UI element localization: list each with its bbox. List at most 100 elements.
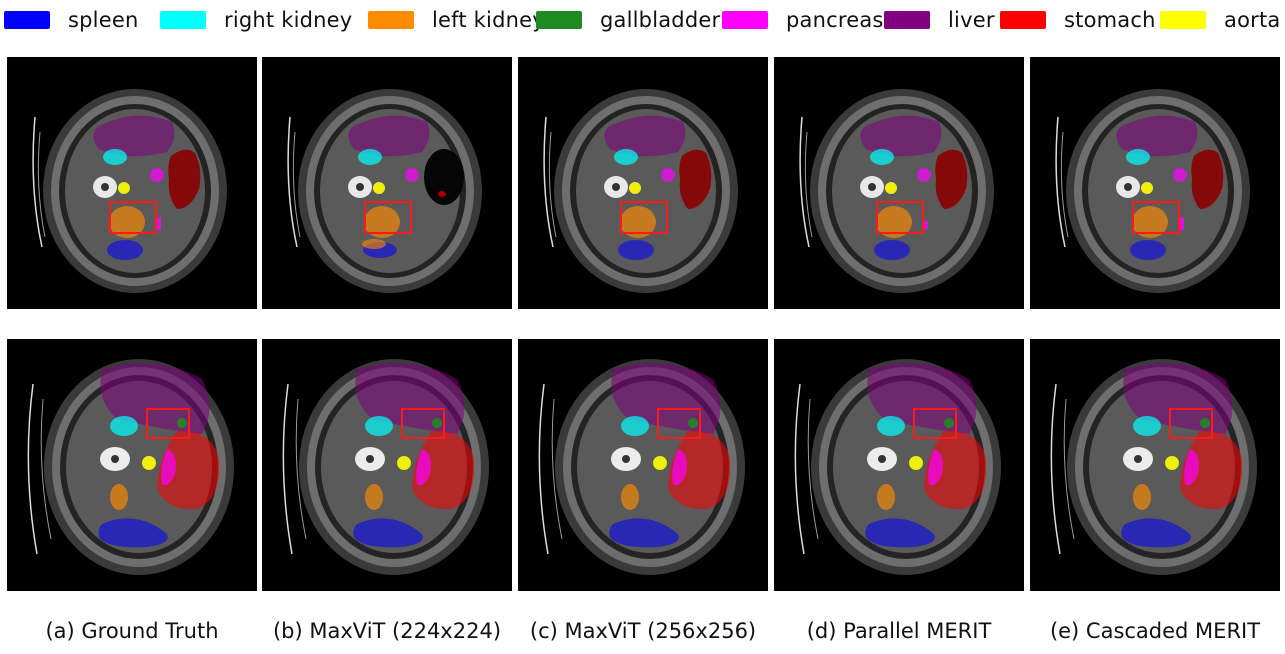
legend-label: spleen <box>68 8 139 32</box>
caption-parallel-merit: (d) Parallel MERIT <box>806 619 992 643</box>
ct-slice-image <box>7 339 257 591</box>
legend-item-pancreas: pancreas <box>722 6 884 34</box>
gas-region <box>424 149 464 205</box>
table-line <box>1055 116 1066 248</box>
organ-legend: spleen right kidney left kidney gallblad… <box>0 0 1285 40</box>
right-kidney-overlay <box>110 416 138 436</box>
left-kidney-overlay <box>110 484 128 510</box>
legend-label: aorta <box>1224 8 1281 32</box>
spinal-canal <box>1134 455 1142 463</box>
legend-item-aorta: aorta <box>1160 6 1280 34</box>
aorta-overlay <box>397 456 411 470</box>
zoom-region-box <box>401 408 445 439</box>
legend-label: pancreas <box>786 8 884 32</box>
ct-panel-lower-maxvit-224 <box>262 339 512 591</box>
right-kidney-overlay <box>877 416 905 436</box>
liver-overlay <box>93 115 175 157</box>
table-line <box>1060 131 1069 238</box>
pancreas-overlay <box>1173 168 1187 182</box>
spleen-overlay <box>98 518 168 548</box>
liver-overlay <box>1116 115 1198 157</box>
legend-swatch <box>722 11 768 29</box>
legend-label: liver <box>948 8 995 32</box>
gallbladder-overlay <box>177 418 187 428</box>
aorta-overlay <box>1165 456 1179 470</box>
right-kidney-overlay <box>621 416 649 436</box>
aorta-overlay <box>909 456 923 470</box>
caption-maxvit-224: (b) MaxViT (224x224) <box>272 619 502 643</box>
legend-swatch <box>1000 11 1046 29</box>
soft-tissue <box>832 109 972 273</box>
aorta-overlay <box>629 182 641 194</box>
table-line <box>32 116 43 248</box>
pancreas-overlay <box>661 168 675 182</box>
legend-item-right-kidney: right kidney <box>160 6 352 34</box>
ct-slice-image <box>518 339 768 591</box>
liver-overlay <box>348 115 430 157</box>
caption-ground-truth: (a) Ground Truth <box>45 619 219 643</box>
liver-overlay <box>860 115 942 157</box>
ct-slice-image <box>774 339 1024 591</box>
legend-swatch <box>884 11 930 29</box>
right-kidney-overlay <box>1126 149 1150 165</box>
legend-item-spleen: spleen <box>4 6 138 34</box>
spinal-canal <box>101 183 109 191</box>
ct-slice-image <box>1030 57 1280 309</box>
left-kidney-overlay <box>364 206 400 238</box>
table-line <box>40 398 52 540</box>
pancreas-tail-overlay <box>157 217 161 230</box>
legend-item-liver: liver <box>884 6 995 34</box>
spleen-overlay <box>107 240 143 260</box>
stomach-overlay <box>438 191 446 197</box>
legend-item-gallbladder: gallbladder <box>536 6 720 34</box>
spleen-overlay <box>353 518 423 548</box>
spleen-overlay <box>865 518 935 548</box>
pancreas-overlay <box>1184 449 1199 486</box>
caption-cascaded-merit: (e) Cascaded MERIT <box>1049 619 1261 643</box>
stomach-overlay <box>924 430 987 510</box>
right-kidney-overlay <box>358 149 382 165</box>
table-line <box>287 116 298 248</box>
legend-label: stomach <box>1064 8 1156 32</box>
table-line <box>804 131 813 238</box>
gallbladder-overlay <box>432 418 442 428</box>
zoom-region-box <box>876 201 924 234</box>
aorta-overlay <box>142 456 156 470</box>
legend-label: left kidney <box>432 8 545 32</box>
ct-panel-upper-maxvit-224 <box>262 57 512 309</box>
right-kidney-overlay <box>614 149 638 165</box>
spleen-overlay <box>618 240 654 260</box>
soft-tissue <box>1088 109 1228 273</box>
soft-tissue <box>320 109 460 273</box>
pancreas-overlay <box>150 168 164 182</box>
pancreas-overlay <box>416 449 431 486</box>
spinal-canal <box>111 455 119 463</box>
pancreas-tail-overlay <box>924 221 928 229</box>
right-kidney-overlay <box>103 149 127 165</box>
gallbladder-overlay <box>1200 418 1210 428</box>
spleen-overlay <box>1130 240 1166 260</box>
table-line <box>1050 383 1061 555</box>
ct-panel-lower-parallel-merit <box>774 339 1024 591</box>
table-line <box>27 383 38 555</box>
right-kidney-overlay <box>870 149 894 165</box>
table-line <box>799 116 810 248</box>
left-kidney-overlay <box>877 484 895 510</box>
left-kidney-overlay <box>109 206 145 238</box>
ct-slice-image <box>262 339 512 591</box>
stomach-overlay <box>412 430 475 510</box>
ct-panel-upper-maxvit-256 <box>518 57 768 309</box>
spinal-canal <box>878 455 886 463</box>
pancreas-overlay <box>405 168 419 182</box>
zoom-region-box <box>1132 201 1180 234</box>
table-line <box>543 116 554 248</box>
pancreas-tail-overlay <box>1180 217 1184 230</box>
aorta-overlay <box>653 456 667 470</box>
legend-swatch <box>368 11 414 29</box>
ct-panel-upper-cascaded-merit <box>1030 57 1280 309</box>
spleen-overlay <box>1121 518 1191 548</box>
table-line <box>794 383 805 555</box>
table-line <box>282 383 293 555</box>
liver-overlay <box>604 115 686 157</box>
legend-swatch <box>4 11 50 29</box>
